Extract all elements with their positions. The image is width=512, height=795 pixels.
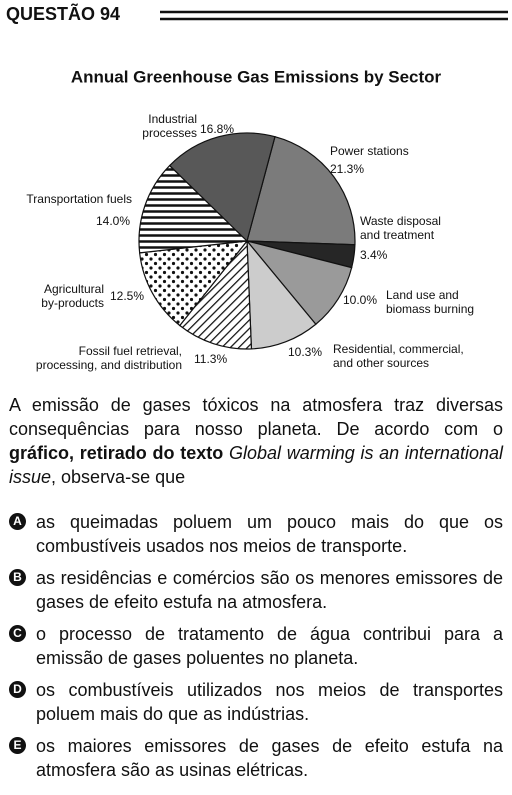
value-label: 21.3% xyxy=(330,162,364,176)
option-text: as queimadas poluem um pouco mais do que… xyxy=(36,512,503,556)
question-part: Global warming is an international issue xyxy=(9,443,503,487)
question-text: A emissão de gases tóxicos na atmosfera … xyxy=(9,393,503,489)
question-number: QUESTÃO 94 xyxy=(6,3,120,24)
value-label: 12.5% xyxy=(110,289,144,303)
value-label: 10.3% xyxy=(288,345,322,359)
pie-slice xyxy=(168,132,276,243)
value-label: 10.0% xyxy=(343,293,377,307)
option-letter: B xyxy=(9,569,26,586)
slice-label: Power stations xyxy=(330,144,409,158)
value-label: 11.3% xyxy=(194,352,227,366)
value-label: 16.8% xyxy=(200,122,234,136)
pie-slice xyxy=(246,135,356,246)
option-text: os combustíveis utilizados nos meios de … xyxy=(36,680,503,724)
slice-label: Industrial processes xyxy=(142,112,197,140)
slice-label: Land use and biomass burning xyxy=(386,288,474,316)
slice-label: Residential, commercial, and other source… xyxy=(333,342,464,370)
slice-label: Fossil fuel retrieval, processing, and di… xyxy=(36,344,182,372)
option-letter: E xyxy=(9,737,26,754)
option-letter: D xyxy=(9,681,26,698)
option-text: as residências e comércios são os menore… xyxy=(36,568,503,612)
slice-label: Waste disposal and treatment xyxy=(360,214,441,242)
pie-slice xyxy=(246,239,317,350)
value-label: 3.4% xyxy=(360,248,388,262)
chart-title: Annual Greenhouse Gas Emissions by Secto… xyxy=(71,67,442,86)
pie-slice xyxy=(178,239,253,350)
pie-slice xyxy=(138,240,249,327)
slice-label: Transportation fuels xyxy=(26,192,132,206)
option-letter: A xyxy=(9,513,26,530)
pie-slice xyxy=(138,164,249,254)
value-label: 14.0% xyxy=(96,214,130,228)
question-part: A emissão de gases tóxicos na atmosfera … xyxy=(9,395,503,439)
question-part: gráfico, retirado do texto xyxy=(9,443,229,463)
chart: QUESTÃO 94 Annual Greenhouse Gas Emissio… xyxy=(6,3,508,372)
option-text: os maiores emissores de gases de efeito … xyxy=(36,736,503,780)
slice-label: Agricultural by-products xyxy=(41,282,104,310)
option-letter: C xyxy=(9,625,26,642)
option-text: o processo de tratamento de água contrib… xyxy=(36,624,503,668)
question-part: , observa-se que xyxy=(51,467,186,487)
